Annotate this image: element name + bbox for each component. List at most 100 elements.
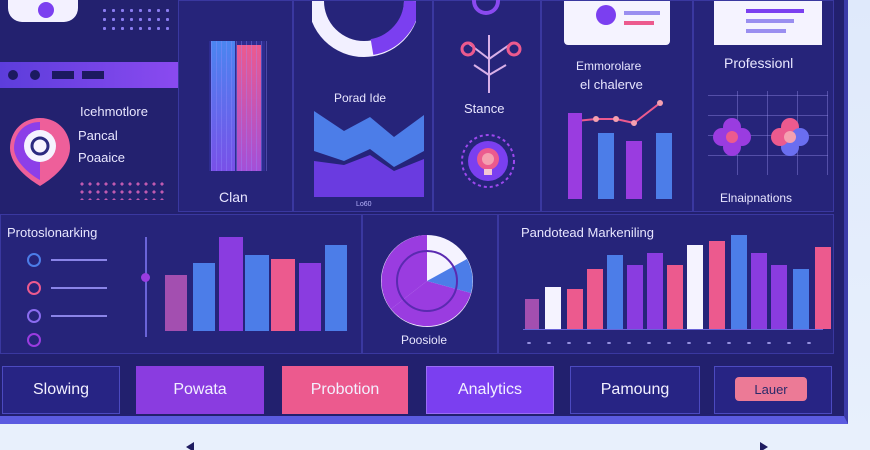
professional-panel: Professionl Elnaipnations bbox=[693, 0, 834, 212]
tile-pamoung[interactable]: Pamoung bbox=[570, 366, 700, 414]
avatar bbox=[596, 5, 616, 25]
ring-icon bbox=[472, 0, 500, 15]
axis-marker bbox=[141, 273, 150, 282]
lauer-button[interactable]: Lauer bbox=[735, 377, 807, 401]
portal-caption: Lo60 bbox=[356, 201, 372, 208]
clan-bar bbox=[211, 41, 235, 171]
marketing-right-bars bbox=[525, 235, 831, 329]
bar bbox=[245, 255, 269, 331]
axis-dots bbox=[519, 339, 819, 347]
area-chart bbox=[314, 111, 424, 197]
professional-caption: Elnaipnations bbox=[720, 191, 793, 205]
bar bbox=[271, 259, 295, 331]
dot-row bbox=[78, 180, 168, 200]
legend-line bbox=[746, 29, 786, 33]
tile-label: Probotion bbox=[310, 381, 380, 398]
strategy-panel: Stance bbox=[433, 0, 541, 212]
record-icon[interactable] bbox=[8, 70, 18, 80]
clan-chart-bg bbox=[209, 41, 265, 171]
bar bbox=[815, 247, 831, 329]
lauer-button-label: Lauer bbox=[754, 381, 788, 397]
bar bbox=[667, 265, 683, 329]
toolbar-strip bbox=[0, 62, 178, 88]
list-icon bbox=[27, 253, 41, 267]
list-icon bbox=[27, 281, 41, 295]
list-icon bbox=[27, 333, 41, 347]
bar bbox=[567, 289, 583, 329]
tile-analytics[interactable]: Analytics bbox=[426, 366, 554, 414]
tree-icon bbox=[460, 35, 522, 93]
progress-slot bbox=[82, 71, 104, 79]
portal-title: Porad Ide bbox=[334, 91, 387, 105]
flower-grid bbox=[708, 91, 828, 175]
toggle-knob-icon bbox=[38, 2, 54, 18]
pie-chart bbox=[381, 235, 473, 327]
toggle-pill[interactable] bbox=[8, 0, 78, 22]
pie-panel: Poosiole bbox=[362, 214, 498, 354]
bar bbox=[627, 265, 643, 329]
legend-card bbox=[714, 1, 822, 45]
card-line bbox=[624, 11, 660, 15]
challenge-panel: Emmorolare el chalerve bbox=[541, 0, 693, 212]
profile-title: Icehmotlore bbox=[80, 104, 148, 119]
bar bbox=[656, 133, 672, 199]
bar bbox=[607, 255, 623, 329]
tile-label: Pamoung bbox=[600, 381, 670, 398]
bar bbox=[568, 113, 582, 199]
challenge-bars bbox=[564, 109, 684, 199]
list-line bbox=[51, 315, 107, 317]
marketing-left-bars bbox=[165, 237, 355, 331]
clan-bar bbox=[237, 45, 261, 171]
card-preview bbox=[564, 1, 670, 45]
tile-label: Powata bbox=[173, 381, 227, 398]
marketing-left-panel: Protoslonarking bbox=[0, 214, 362, 354]
profile-panel: Icehmotlore Pancal Poaaice bbox=[0, 0, 178, 212]
bar bbox=[647, 253, 663, 329]
dot-grid-icon bbox=[100, 6, 170, 36]
bar bbox=[545, 287, 561, 329]
marketing-right-panel: Pandotead Markeniling bbox=[498, 214, 834, 354]
bar bbox=[299, 263, 321, 331]
bar bbox=[325, 245, 347, 331]
legend-line bbox=[746, 19, 794, 23]
clan-panel: Clan bbox=[178, 0, 293, 212]
tile-powata[interactable]: Powata bbox=[136, 366, 264, 414]
bar bbox=[626, 141, 642, 199]
progress-slot bbox=[52, 71, 74, 79]
tile-probotion[interactable]: Probotion bbox=[282, 366, 408, 414]
tile-lauer-frame: Lauer bbox=[714, 366, 832, 414]
bar bbox=[793, 269, 809, 329]
pie-label: Poosiole bbox=[401, 333, 448, 347]
bar bbox=[731, 235, 747, 329]
lightbulb-icon bbox=[460, 133, 516, 189]
clan-grid bbox=[207, 41, 267, 171]
list-line bbox=[51, 259, 107, 261]
tile-slowing[interactable]: Slowing bbox=[2, 366, 120, 414]
line-trend bbox=[575, 100, 663, 126]
x-axis bbox=[523, 329, 823, 330]
strategy-label: Stance bbox=[464, 101, 505, 116]
donut-chart bbox=[312, 1, 416, 57]
legend-list bbox=[23, 251, 113, 347]
list-icon bbox=[27, 309, 41, 323]
dashboard-board: Icehmotlore Pancal Poaaice Clan Porad Id… bbox=[0, 0, 848, 424]
bar bbox=[165, 275, 187, 331]
tile-label: Slowing bbox=[32, 381, 90, 398]
bar bbox=[771, 265, 787, 329]
card-line bbox=[624, 21, 654, 25]
bar bbox=[587, 269, 603, 329]
challenge-line-1: Emmorolare bbox=[576, 59, 642, 73]
arrow-right-icon[interactable] bbox=[760, 442, 768, 450]
list-line bbox=[51, 287, 107, 289]
y-axis bbox=[145, 237, 147, 337]
location-pin-icon bbox=[8, 116, 72, 188]
portal-panel: Porad Ide Lo60 bbox=[293, 0, 433, 212]
bar bbox=[219, 237, 243, 331]
record-icon[interactable] bbox=[30, 70, 40, 80]
marketing-left-title: Protoslonarking bbox=[7, 225, 98, 240]
legend-line bbox=[746, 9, 804, 13]
bar bbox=[525, 299, 539, 329]
clan-label: Clan bbox=[219, 189, 248, 205]
arrow-left-icon[interactable] bbox=[186, 442, 194, 450]
challenge-line-2: el chalerve bbox=[580, 77, 643, 92]
